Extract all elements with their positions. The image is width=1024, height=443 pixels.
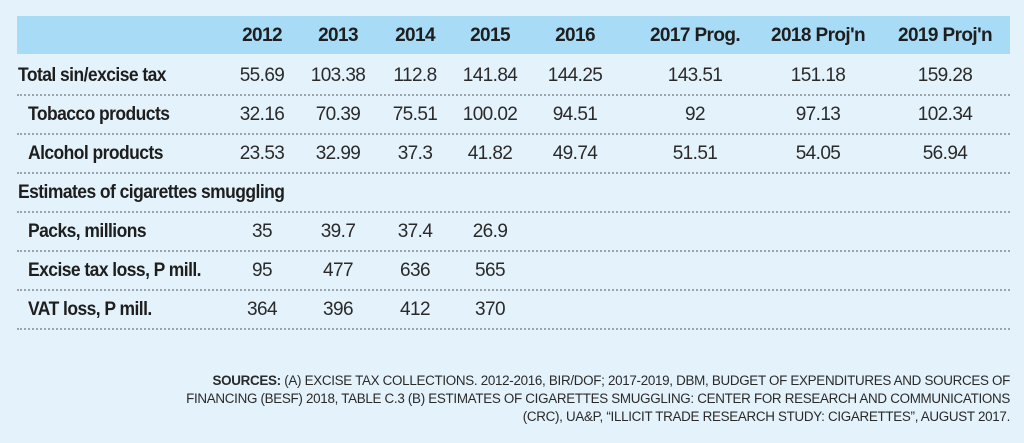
table-cell: 94.51 (552, 104, 598, 125)
table-cell: 32.99 (315, 143, 361, 164)
sources-label: SOURCES: (212, 373, 282, 388)
table-cell: 100.02 (462, 104, 518, 125)
table-cell: 75.51 (392, 104, 438, 125)
column-header: 2014 (395, 25, 435, 46)
table-row: Excise tax loss, P mill. 95 477 636 565 (17, 251, 1010, 290)
table-cell: 364 (247, 299, 278, 320)
row-divider (17, 211, 1010, 213)
row-divider (17, 328, 1010, 330)
row-label: Total sin/excise tax (18, 65, 167, 86)
table-cell: 56.94 (922, 143, 968, 164)
header-band (17, 16, 1010, 54)
sources-note: SOURCES: (A) EXCISE TAX COLLECTIONS. 201… (90, 372, 1010, 426)
sources-line-3: (CRC), UA&P, “ILLICIT TRADE RESEARCH STU… (522, 409, 1011, 424)
table-cell: 102.34 (917, 104, 973, 125)
table-cell: 37.4 (397, 221, 433, 242)
column-header: 2012 (242, 25, 282, 46)
table-cell: 151.18 (790, 65, 846, 86)
table-cell: 41.82 (467, 143, 513, 164)
sources-line-2: FINANCING (BESF) 2018, TABLE C.3 (B) EST… (186, 391, 1010, 406)
table-cell: 143.51 (667, 65, 723, 86)
header-row: 2012 2013 2014 2015 2016 2017 Prog. 2018 Proj'… (17, 16, 1010, 54)
table-cell: 32.16 (239, 104, 285, 125)
table-cell: 159.28 (917, 65, 973, 86)
table-cell: 370 (475, 299, 506, 320)
table-row: Total sin/excise tax 55.69 103.38 112.8 141.… (17, 56, 1010, 95)
table-row: Tobacco products 32.16 70.39 75.51 100.02 94.… (17, 95, 1010, 134)
column-header: 2019 Proj'n (897, 25, 993, 46)
column-header: 2013 (318, 25, 358, 46)
table-cell: 141.84 (462, 65, 518, 86)
column-header: 2017 Prog. (649, 25, 741, 46)
row-divider (17, 289, 1010, 291)
row-divider (17, 172, 1010, 174)
table-cell: 396 (323, 299, 354, 320)
column-header: 2015 (470, 25, 510, 46)
column-header: 2018 Proj'n (770, 25, 866, 46)
table-cell: 565 (475, 260, 506, 281)
table-cell: 95 (252, 260, 273, 281)
table-cell: 26.9 (472, 221, 508, 242)
table-row: VAT loss, P mill. 364 396 412 370 (17, 290, 1010, 329)
sources-line-1: (A) EXCISE TAX COLLECTIONS. 2012-2016, B… (280, 373, 1010, 388)
table-cell: 37.3 (397, 143, 433, 164)
row-label: Packs, millions (28, 221, 147, 242)
table-cell: 97.13 (795, 104, 841, 125)
table-cell: 51.51 (672, 143, 718, 164)
table-cell: 55.69 (239, 65, 285, 86)
row-divider (17, 94, 1010, 96)
table-cell: 54.05 (795, 143, 841, 164)
table-row: Packs, millions 35 39.7 37.4 26.9 (17, 212, 1010, 251)
table-cell: 23.53 (239, 143, 285, 164)
row-divider (17, 250, 1010, 252)
row-label: Excise tax loss, P mill. (28, 260, 202, 281)
table-cell: 49.74 (552, 143, 598, 164)
column-header: 2016 (555, 25, 595, 46)
table-cell: 35 (252, 221, 273, 242)
row-label: Estimates of cigarettes smuggling (18, 182, 285, 203)
table-cell: 412 (400, 299, 431, 320)
table-cell: 144.25 (547, 65, 603, 86)
row-label: VAT loss, P mill. (28, 299, 152, 320)
table-row: Alcohol products 23.53 32.99 37.3 41.82 49.74… (17, 134, 1010, 173)
table-row: Estimates of cigarettes smuggling (17, 173, 1010, 212)
table-cell: 477 (323, 260, 354, 281)
row-label: Alcohol products (28, 143, 163, 164)
row-divider (17, 133, 1010, 135)
table-cell: 92 (685, 104, 706, 125)
row-label: Tobacco products (28, 104, 170, 125)
table-cell: 70.39 (315, 104, 361, 125)
table-cell: 112.8 (393, 65, 437, 86)
table-cell: 39.7 (320, 221, 356, 242)
table-cell: 103.38 (310, 65, 366, 86)
table-cell: 636 (400, 260, 431, 281)
